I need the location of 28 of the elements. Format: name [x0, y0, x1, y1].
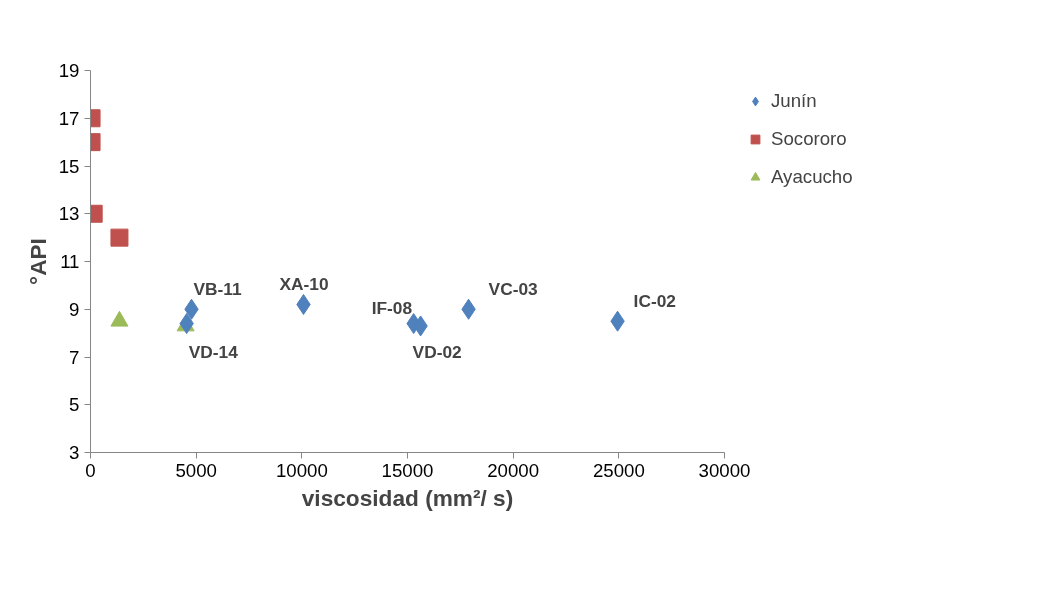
annotation: VD-02: [412, 341, 462, 362]
y-tick-label: 5: [69, 394, 80, 416]
y-tick-label: 11: [60, 251, 80, 272]
legend-label: Junín: [771, 90, 817, 112]
x-tick-label: 15000: [381, 459, 434, 481]
annotation: VC-03: [488, 279, 539, 300]
x-tick-label: 20000: [487, 459, 540, 481]
legend-label: Socororo: [771, 128, 847, 150]
annotation: VD-14: [188, 341, 239, 362]
y-axis-title: °API: [24, 238, 51, 285]
x-tick-label: 5000: [175, 459, 217, 481]
y-tick-label: 7: [69, 346, 80, 368]
x-axis-title: viscosidad (mm²/ s): [301, 484, 514, 511]
x-tick-label: 25000: [592, 459, 645, 481]
annotation: VB-11: [193, 279, 243, 300]
legend-label: Ayacucho: [771, 166, 853, 188]
y-tick-label: 15: [58, 155, 80, 177]
y-tick-label: 17: [58, 107, 80, 129]
x-tick-label: 30000: [698, 459, 751, 481]
x-tick-label: 10000: [275, 459, 328, 481]
annotation: IF-08: [371, 297, 413, 318]
y-tick-label: 3: [69, 442, 80, 463]
x-tick-label: 0: [85, 459, 96, 481]
y-tick-label: 19: [58, 60, 80, 81]
y-tick-label: 9: [69, 298, 80, 320]
annotation: XA-10: [279, 274, 329, 295]
annotation: IC-02: [633, 291, 676, 312]
y-tick-label: 13: [58, 203, 80, 225]
